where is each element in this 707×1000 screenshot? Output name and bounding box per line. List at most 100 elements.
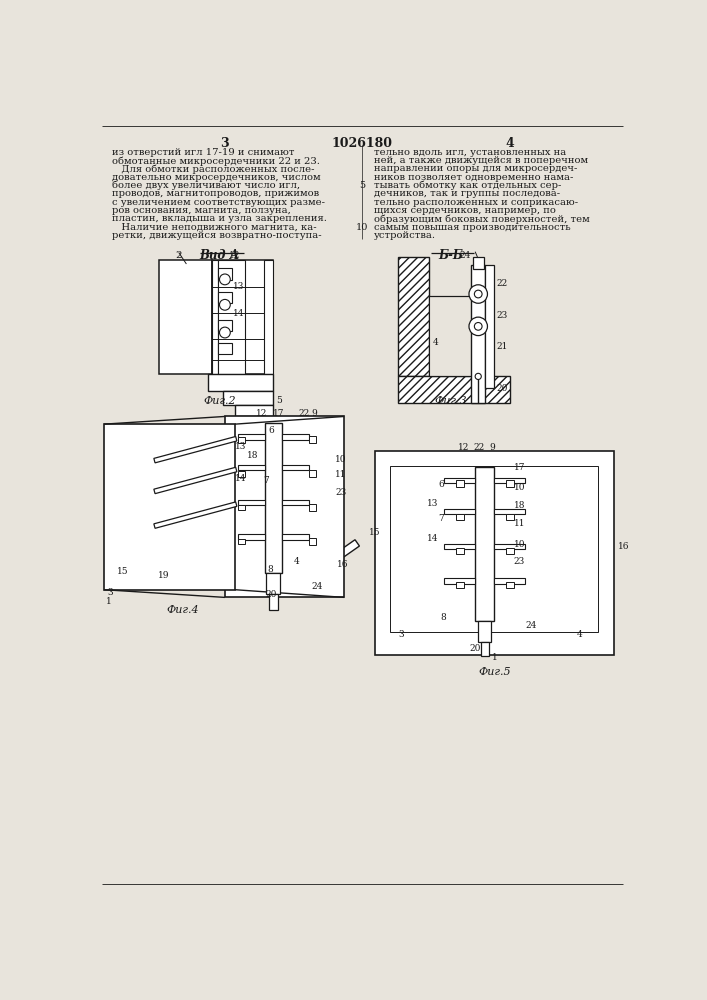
Bar [485, 265, 494, 388]
Text: 10: 10 [514, 483, 525, 492]
Text: 4: 4 [294, 557, 300, 566]
Bar [309, 504, 316, 511]
Text: 23: 23 [497, 311, 508, 320]
Text: более двух увеличивают число игл,: более двух увеличивают число игл, [112, 181, 300, 190]
Bar [269, 594, 278, 610]
Text: ней, а также движущейся в поперечном: ней, а также движущейся в поперечном [373, 156, 588, 165]
Bar [282, 534, 309, 540]
Bar [235, 405, 274, 416]
Text: 20: 20 [266, 590, 277, 599]
Bar [282, 434, 309, 440]
Text: 19: 19 [158, 571, 170, 580]
Bar [238, 505, 245, 510]
Text: 3: 3 [221, 137, 229, 150]
Bar [473, 257, 484, 269]
Bar [494, 578, 525, 584]
Text: 1: 1 [105, 597, 111, 606]
Text: пластин, вкладыша и узла закрепления.: пластин, вкладыша и узла закрепления. [112, 214, 327, 223]
Bar [375, 451, 614, 655]
Text: 16: 16 [337, 560, 348, 569]
Text: ников позволяет одновременно нама-: ников позволяет одновременно нама- [373, 173, 573, 182]
Text: 7: 7 [438, 514, 444, 523]
Bar [212, 260, 218, 374]
Text: Для обмотки расположенных после-: Для обмотки расположенных после- [112, 164, 314, 174]
Bar [238, 465, 265, 470]
Circle shape [474, 290, 482, 298]
Bar [104, 424, 235, 590]
Bar [265, 423, 282, 573]
Bar [506, 480, 514, 487]
Bar [494, 509, 525, 514]
Bar [238, 539, 245, 544]
Text: тывать обмотку как отдельных сер-: тывать обмотку как отдельных сер- [373, 181, 561, 190]
Circle shape [469, 285, 487, 303]
Text: 24: 24 [460, 251, 471, 260]
Text: самым повышая производительность: самым повышая производительность [373, 223, 570, 232]
Bar [481, 642, 489, 656]
Text: с увеличением соответствующих разме-: с увеличением соответствующих разме- [112, 198, 325, 207]
Text: Фиг.3: Фиг.3 [434, 396, 467, 406]
Text: 18: 18 [247, 451, 259, 460]
Text: 20: 20 [469, 644, 481, 653]
Bar [398, 257, 429, 376]
Text: 18: 18 [514, 501, 525, 510]
Bar [444, 478, 475, 483]
Text: Фиг.5: Фиг.5 [478, 667, 510, 677]
Circle shape [219, 327, 230, 338]
Text: 14: 14 [235, 474, 247, 483]
Text: 10: 10 [335, 455, 346, 464]
Text: 24: 24 [525, 620, 537, 630]
Bar [282, 465, 309, 470]
Bar [506, 582, 514, 588]
Polygon shape [154, 502, 237, 528]
Bar [444, 578, 475, 584]
Bar [444, 509, 475, 514]
Bar [309, 470, 316, 477]
Bar [218, 260, 245, 374]
Text: 11: 11 [514, 519, 525, 528]
Text: 14: 14 [233, 309, 244, 318]
Text: 10: 10 [356, 223, 368, 232]
Bar [267, 573, 281, 594]
Text: 1026180: 1026180 [332, 137, 392, 150]
Bar [309, 436, 316, 443]
Text: направлении опоры для микросердеч-: направлении опоры для микросердеч- [373, 164, 577, 173]
Bar [506, 548, 514, 554]
Bar [212, 260, 274, 374]
Text: Б-Б: Б-Б [438, 249, 463, 262]
Polygon shape [411, 595, 443, 620]
Text: тельно расположенных и соприкасаю-: тельно расположенных и соприкасаю- [373, 198, 578, 207]
Bar [223, 391, 274, 405]
Text: 13: 13 [235, 442, 246, 451]
Text: 22: 22 [474, 443, 485, 452]
Bar [429, 296, 475, 376]
Circle shape [469, 317, 487, 336]
Bar [475, 466, 494, 620]
Polygon shape [154, 467, 237, 494]
Text: 12: 12 [458, 443, 469, 452]
Bar [238, 471, 245, 477]
Text: 17: 17 [514, 463, 525, 472]
Text: 13: 13 [233, 282, 244, 291]
Circle shape [219, 274, 230, 285]
Text: 17: 17 [274, 409, 285, 418]
Text: 2: 2 [175, 251, 182, 260]
Bar [225, 416, 344, 597]
Text: щихся сердечников, например, по: щихся сердечников, например, по [373, 206, 556, 215]
Bar [456, 514, 464, 520]
Bar [506, 514, 514, 520]
Bar [390, 466, 598, 632]
Text: 22: 22 [497, 279, 508, 288]
Bar [309, 538, 316, 545]
Bar [456, 480, 464, 487]
Bar [218, 292, 232, 303]
Text: 4: 4 [433, 338, 438, 347]
Text: 10: 10 [514, 540, 525, 549]
Bar [456, 582, 464, 588]
Text: 14: 14 [428, 534, 439, 543]
Text: 7: 7 [264, 476, 269, 485]
Text: 24: 24 [312, 582, 323, 591]
Bar [238, 500, 265, 505]
Bar [238, 434, 265, 440]
Bar [238, 437, 245, 443]
